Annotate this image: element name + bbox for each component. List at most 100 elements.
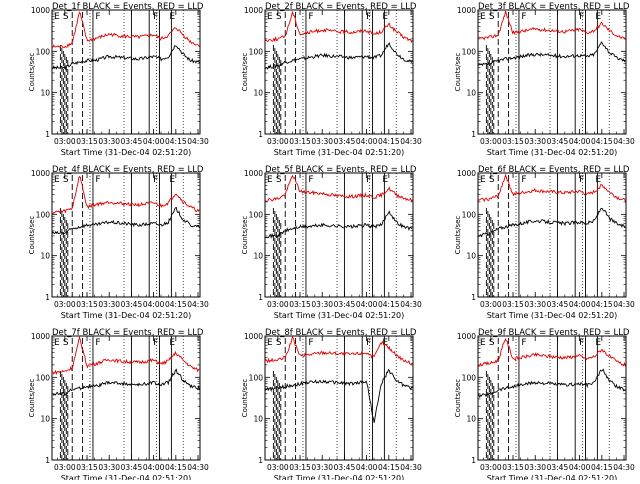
annotation-label: F [153,12,158,22]
annotation-label: F [579,338,584,348]
plot-frame [477,335,627,461]
panel-title: Det_4f BLACK = Events, RED = LLD [52,165,204,175]
x-tick-label: 04:00 [356,463,378,472]
annotation-label: S [276,12,282,22]
y-axis-label: Counts/sec [454,216,462,255]
y-tick-label: 100 [462,47,477,56]
x-tick-label: 03:00 [480,137,502,146]
lld-series-line [477,173,626,203]
annotation-label: F [308,175,313,185]
x-tick-label: 04:00 [143,137,165,146]
x-tick-label: 03:30 [98,300,120,309]
y-axis-label: Counts/sec [28,53,36,92]
x-tick-label: 04:30 [613,463,635,472]
plot-frame [264,335,414,461]
x-tick-label: 04:15 [591,300,613,309]
x-tick-label: 04:30 [187,300,209,309]
panel-det-8: Det_8f BLACK = Events, RED = LLD 1 10 100 10… [241,328,422,483]
x-tick-label: 04:15 [591,463,613,472]
annotation-label: F [95,175,100,185]
annotation-label: E [480,175,486,185]
x-tick-label: 03:15 [76,300,98,309]
x-tick-label: 03:30 [524,463,546,472]
annotation-label: F [366,175,371,185]
y-axis-label: Counts/sec [454,53,462,92]
x-tick-label: 03:15 [76,137,98,146]
panel-title: Det_3f BLACK = Events, RED = LLD [478,2,630,12]
x-axis-label: Start Time (31-Dec-04 02:51:20) [487,474,618,480]
annotation-label: E [54,12,60,22]
x-tick-label: 03:45 [334,137,356,146]
events-series-line [264,42,413,70]
lld-series-line [51,335,200,375]
annotation-label: F [366,12,371,22]
y-tick-label: 1000 [31,332,50,341]
x-axis-label: Start Time (31-Dec-04 02:51:20) [274,474,405,480]
annotation-label: E [169,338,175,348]
y-tick-label: 100 [462,373,477,382]
annotation-label: E [169,12,175,22]
y-tick-label: 1 [45,130,50,139]
x-tick-label: 03:00 [54,137,76,146]
plot-frame [477,172,627,298]
y-tick-label: 1 [45,293,50,302]
lld-series-line [51,11,200,49]
x-tick-label: 04:15 [165,300,187,309]
y-tick-label: 10 [40,252,50,261]
x-tick-label: 04:30 [400,300,422,309]
annotation-label: F [579,175,584,185]
y-tick-label: 100 [36,210,51,219]
y-tick-label: 100 [249,47,264,56]
y-tick-label: 1 [258,130,263,139]
y-tick-label: 10 [253,415,263,424]
y-tick-label: 1 [258,456,263,465]
panel-title: Det_9f BLACK = Events, RED = LLD [478,328,630,338]
annotation-label: F [366,338,371,348]
x-axis-label: Start Time (31-Dec-04 02:51:20) [487,148,618,157]
y-tick-label: 1 [258,293,263,302]
y-tick-label: 10 [253,252,263,261]
x-tick-label: 04:00 [356,300,378,309]
x-tick-label: 04:30 [187,463,209,472]
plot-frame [477,9,627,135]
y-tick-label: 10 [466,252,476,261]
y-axis-label: Counts/sec [28,216,36,255]
annotation-label: F [521,338,526,348]
y-tick-label: 1 [471,456,476,465]
annotation-label: E [480,338,486,348]
x-tick-label: 03:15 [289,300,311,309]
panel-title: Det_1f BLACK = Events, RED = LLD [52,2,204,12]
x-tick-label: 04:15 [378,137,400,146]
plot-frame [51,335,201,461]
y-tick-label: 100 [249,373,264,382]
events-series-line [51,206,200,235]
events-series-line [477,207,626,238]
annotation-label: F [308,338,313,348]
x-tick-label: 04:15 [165,463,187,472]
annotation-label: S [63,338,69,348]
annotation-label: S [489,12,495,22]
y-axis-label: Counts/sec [28,379,36,418]
x-axis-label: Start Time (31-Dec-04 02:51:20) [61,474,192,480]
annotation-label: E [382,12,388,22]
panel-det-6: Det_6f BLACK = Events, RED = LLD 1 10 100 10… [454,165,635,320]
y-axis-label: Counts/sec [241,379,249,418]
y-axis-label: Counts/sec [241,216,249,255]
y-tick-label: 10 [466,415,476,424]
x-tick-label: 04:30 [187,137,209,146]
x-tick-label: 03:15 [76,463,98,472]
events-series-line [51,45,200,71]
panel-det-7: Det_7f BLACK = Events, RED = LLD 1 10 100 10… [28,328,209,483]
y-tick-label: 1000 [244,169,263,178]
y-axis-label: Counts/sec [454,379,462,418]
x-tick-label: 04:15 [378,300,400,309]
x-tick-label: 04:00 [569,137,591,146]
y-tick-label: 1000 [244,6,263,15]
annotation-label: E [480,12,486,22]
annotation-label: F [153,338,158,348]
y-axis-label: Counts/sec [241,53,249,92]
x-tick-label: 03:15 [289,463,311,472]
annotation-label: F [95,338,100,348]
panel-title: Det_2f BLACK = Events, RED = LLD [265,2,417,12]
